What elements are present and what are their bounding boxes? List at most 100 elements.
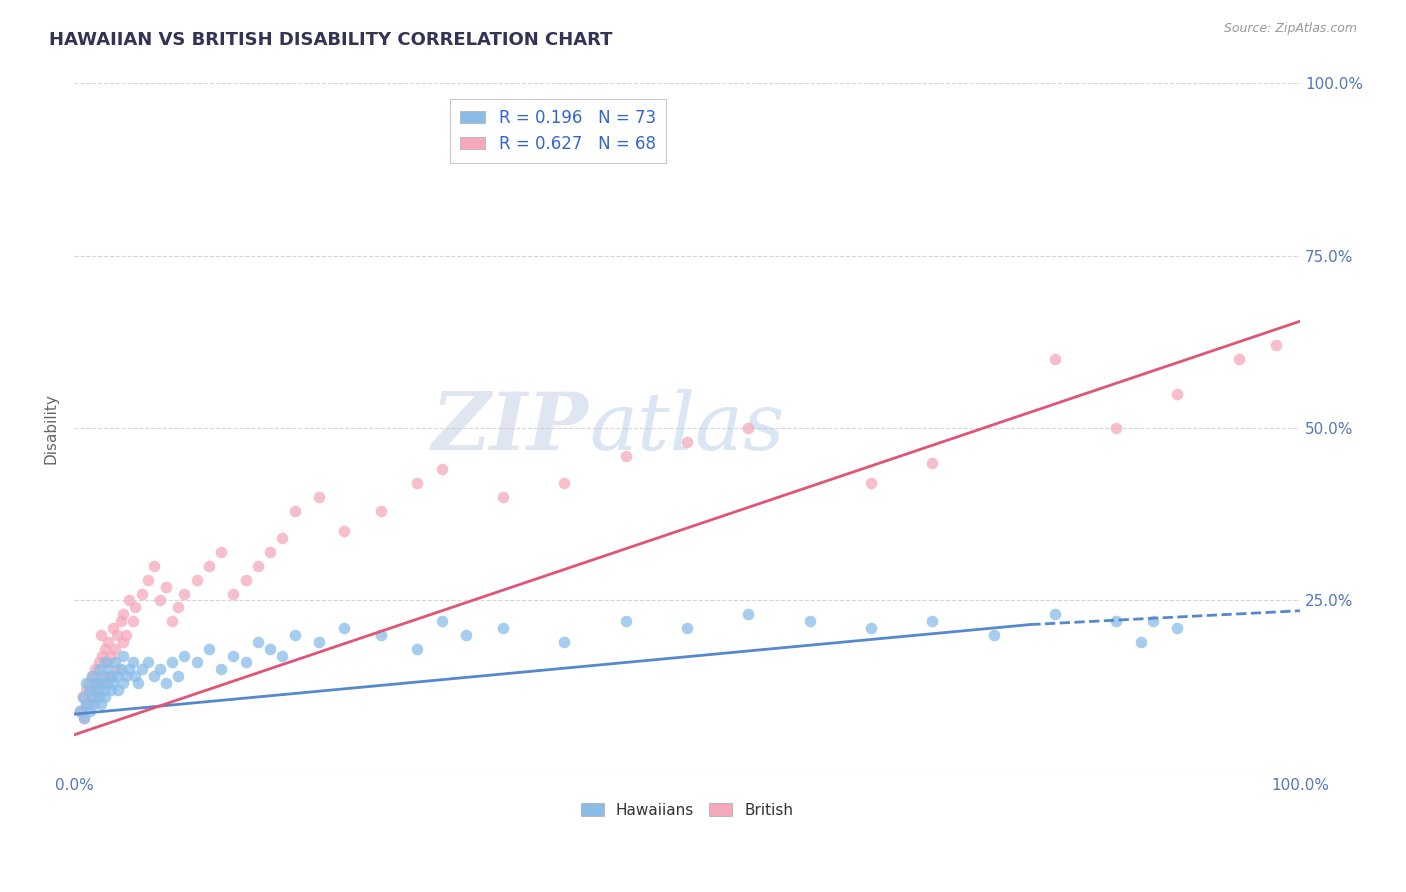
Point	[82, 683, 104, 698]
Point	[77, 683, 100, 698]
Point	[83, 690, 105, 704]
Point	[75, 683, 97, 698]
Point	[131, 586, 153, 600]
Point	[737, 421, 759, 435]
Y-axis label: Disability: Disability	[44, 392, 58, 464]
Point	[110, 662, 132, 676]
Point	[114, 628, 136, 642]
Point	[1166, 386, 1188, 401]
Text: Source: ZipAtlas.com: Source: ZipAtlas.com	[1223, 22, 1357, 36]
Point	[83, 697, 105, 711]
Point	[112, 607, 135, 622]
Point	[87, 656, 110, 670]
Text: ZIP: ZIP	[432, 389, 589, 467]
Point	[370, 628, 392, 642]
Point	[1227, 352, 1250, 367]
Point	[222, 586, 245, 600]
Point	[676, 621, 699, 635]
Point	[96, 676, 118, 690]
Point	[100, 683, 122, 698]
Point	[97, 634, 120, 648]
Point	[112, 648, 135, 663]
Point	[107, 662, 129, 676]
Point	[284, 628, 307, 642]
Text: HAWAIIAN VS BRITISH DISABILITY CORRELATION CHART: HAWAIIAN VS BRITISH DISABILITY CORRELATI…	[49, 31, 613, 49]
Point	[82, 669, 104, 683]
Point	[186, 573, 208, 587]
Point	[284, 504, 307, 518]
Point	[82, 669, 104, 683]
Point	[105, 628, 128, 642]
Point	[77, 676, 100, 690]
Point	[155, 676, 177, 690]
Point	[1105, 421, 1128, 435]
Point	[122, 614, 145, 628]
Point	[100, 669, 122, 683]
Point	[456, 628, 478, 642]
Point	[75, 676, 97, 690]
Point	[103, 641, 125, 656]
Point	[1142, 614, 1164, 628]
Point	[246, 558, 269, 573]
Point	[124, 669, 146, 683]
Point	[983, 628, 1005, 642]
Point	[84, 676, 107, 690]
Point	[1166, 621, 1188, 635]
Point	[72, 690, 94, 704]
Point	[103, 656, 125, 670]
Point	[186, 656, 208, 670]
Point	[100, 648, 122, 663]
Point	[160, 656, 183, 670]
Point	[259, 641, 281, 656]
Point	[142, 669, 165, 683]
Point	[209, 662, 232, 676]
Point	[131, 662, 153, 676]
Point	[79, 697, 101, 711]
Point	[100, 669, 122, 683]
Point	[69, 704, 91, 718]
Point	[124, 600, 146, 615]
Point	[93, 669, 115, 683]
Point	[93, 676, 115, 690]
Point	[103, 676, 125, 690]
Point	[1129, 634, 1152, 648]
Point	[173, 586, 195, 600]
Legend: Hawaiians, British: Hawaiians, British	[575, 797, 800, 823]
Point	[430, 614, 453, 628]
Point	[79, 704, 101, 718]
Point	[127, 676, 149, 690]
Point	[110, 614, 132, 628]
Point	[96, 656, 118, 670]
Point	[73, 710, 96, 724]
Point	[91, 648, 114, 663]
Point	[308, 490, 330, 504]
Point	[149, 593, 172, 607]
Point	[859, 476, 882, 491]
Point	[72, 690, 94, 704]
Point	[149, 662, 172, 676]
Point	[118, 593, 141, 607]
Point	[614, 449, 637, 463]
Text: atlas: atlas	[589, 389, 785, 467]
Point	[553, 634, 575, 648]
Point	[82, 690, 104, 704]
Point	[406, 641, 429, 656]
Point	[737, 607, 759, 622]
Point	[87, 662, 110, 676]
Point	[87, 683, 110, 698]
Point	[97, 662, 120, 676]
Point	[333, 524, 356, 539]
Point	[90, 697, 112, 711]
Point	[430, 462, 453, 476]
Point	[84, 683, 107, 698]
Point	[142, 558, 165, 573]
Point	[87, 690, 110, 704]
Point	[1264, 338, 1286, 352]
Point	[93, 656, 115, 670]
Point	[91, 669, 114, 683]
Point	[1043, 352, 1066, 367]
Point	[921, 614, 943, 628]
Point	[271, 648, 294, 663]
Point	[114, 669, 136, 683]
Point	[75, 697, 97, 711]
